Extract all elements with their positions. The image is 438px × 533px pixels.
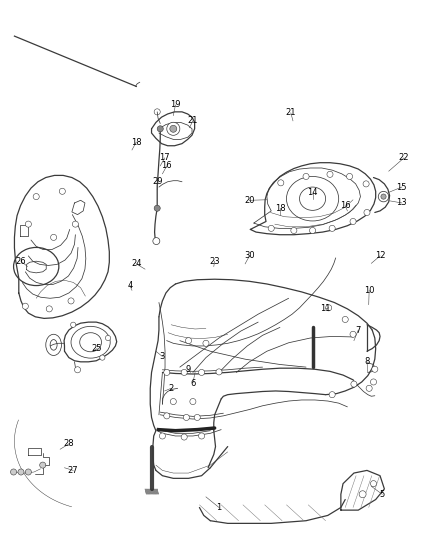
Circle shape (278, 180, 284, 186)
Circle shape (25, 221, 32, 227)
Text: 14: 14 (307, 188, 318, 197)
Circle shape (68, 298, 74, 304)
Circle shape (33, 193, 39, 200)
Text: 25: 25 (92, 344, 102, 353)
Circle shape (291, 228, 297, 233)
Circle shape (157, 126, 163, 132)
Circle shape (303, 173, 309, 180)
Text: 5: 5 (380, 490, 385, 499)
Circle shape (372, 366, 378, 372)
Circle shape (25, 469, 32, 475)
Text: 7: 7 (356, 326, 361, 335)
Text: 3: 3 (160, 352, 165, 361)
Text: 22: 22 (399, 154, 409, 163)
Circle shape (71, 322, 76, 327)
Circle shape (359, 491, 366, 498)
Text: 28: 28 (64, 439, 74, 448)
Circle shape (381, 194, 386, 199)
Text: 19: 19 (170, 100, 181, 109)
Circle shape (164, 369, 170, 375)
Circle shape (216, 369, 222, 375)
Circle shape (50, 235, 57, 240)
Text: 13: 13 (396, 198, 407, 207)
Text: 12: 12 (375, 252, 385, 261)
Text: 18: 18 (275, 204, 285, 213)
Text: 17: 17 (159, 154, 170, 163)
Circle shape (100, 355, 105, 360)
Circle shape (18, 469, 24, 475)
Text: 26: 26 (16, 257, 26, 266)
Text: 11: 11 (320, 304, 331, 313)
Circle shape (371, 379, 377, 385)
Circle shape (170, 125, 177, 132)
Circle shape (22, 303, 28, 309)
Text: 6: 6 (190, 378, 196, 387)
Text: 29: 29 (153, 177, 163, 186)
Circle shape (342, 317, 348, 322)
Text: 8: 8 (364, 357, 370, 366)
Circle shape (329, 225, 335, 231)
Text: 18: 18 (131, 138, 141, 147)
Text: 10: 10 (364, 286, 374, 295)
Text: 16: 16 (340, 201, 350, 210)
Circle shape (59, 188, 65, 195)
Circle shape (329, 392, 335, 398)
Circle shape (170, 399, 177, 405)
Text: 9: 9 (186, 365, 191, 374)
Circle shape (364, 209, 370, 215)
Text: 4: 4 (127, 280, 132, 289)
Circle shape (351, 381, 357, 387)
Circle shape (194, 414, 200, 421)
Circle shape (167, 122, 180, 135)
Circle shape (350, 219, 356, 224)
Circle shape (371, 481, 377, 487)
Circle shape (153, 238, 160, 245)
Circle shape (185, 337, 191, 344)
Circle shape (72, 221, 78, 227)
Circle shape (310, 228, 316, 233)
Circle shape (159, 433, 166, 439)
Circle shape (40, 462, 46, 468)
Circle shape (46, 306, 52, 312)
Circle shape (184, 414, 189, 421)
Circle shape (106, 335, 111, 341)
Text: 2: 2 (169, 384, 174, 393)
Circle shape (11, 469, 17, 475)
Text: 21: 21 (286, 108, 296, 117)
Text: 30: 30 (244, 252, 255, 261)
Text: 15: 15 (396, 183, 407, 191)
Circle shape (198, 433, 205, 439)
Circle shape (346, 173, 353, 180)
Circle shape (164, 413, 170, 419)
Circle shape (203, 340, 209, 346)
Circle shape (325, 305, 332, 311)
Circle shape (198, 369, 205, 375)
Text: 20: 20 (244, 196, 255, 205)
Circle shape (74, 367, 81, 373)
Circle shape (350, 331, 356, 337)
Text: 16: 16 (162, 161, 172, 171)
Circle shape (366, 385, 372, 391)
Circle shape (327, 171, 333, 177)
Circle shape (181, 434, 187, 440)
Circle shape (190, 399, 196, 405)
Text: 27: 27 (68, 466, 78, 475)
Circle shape (154, 205, 160, 211)
Text: 21: 21 (187, 116, 198, 125)
Circle shape (268, 225, 274, 231)
Circle shape (363, 181, 369, 187)
Text: 24: 24 (131, 260, 141, 268)
Circle shape (181, 369, 187, 375)
Text: 1: 1 (216, 503, 222, 512)
Text: 23: 23 (209, 257, 220, 266)
